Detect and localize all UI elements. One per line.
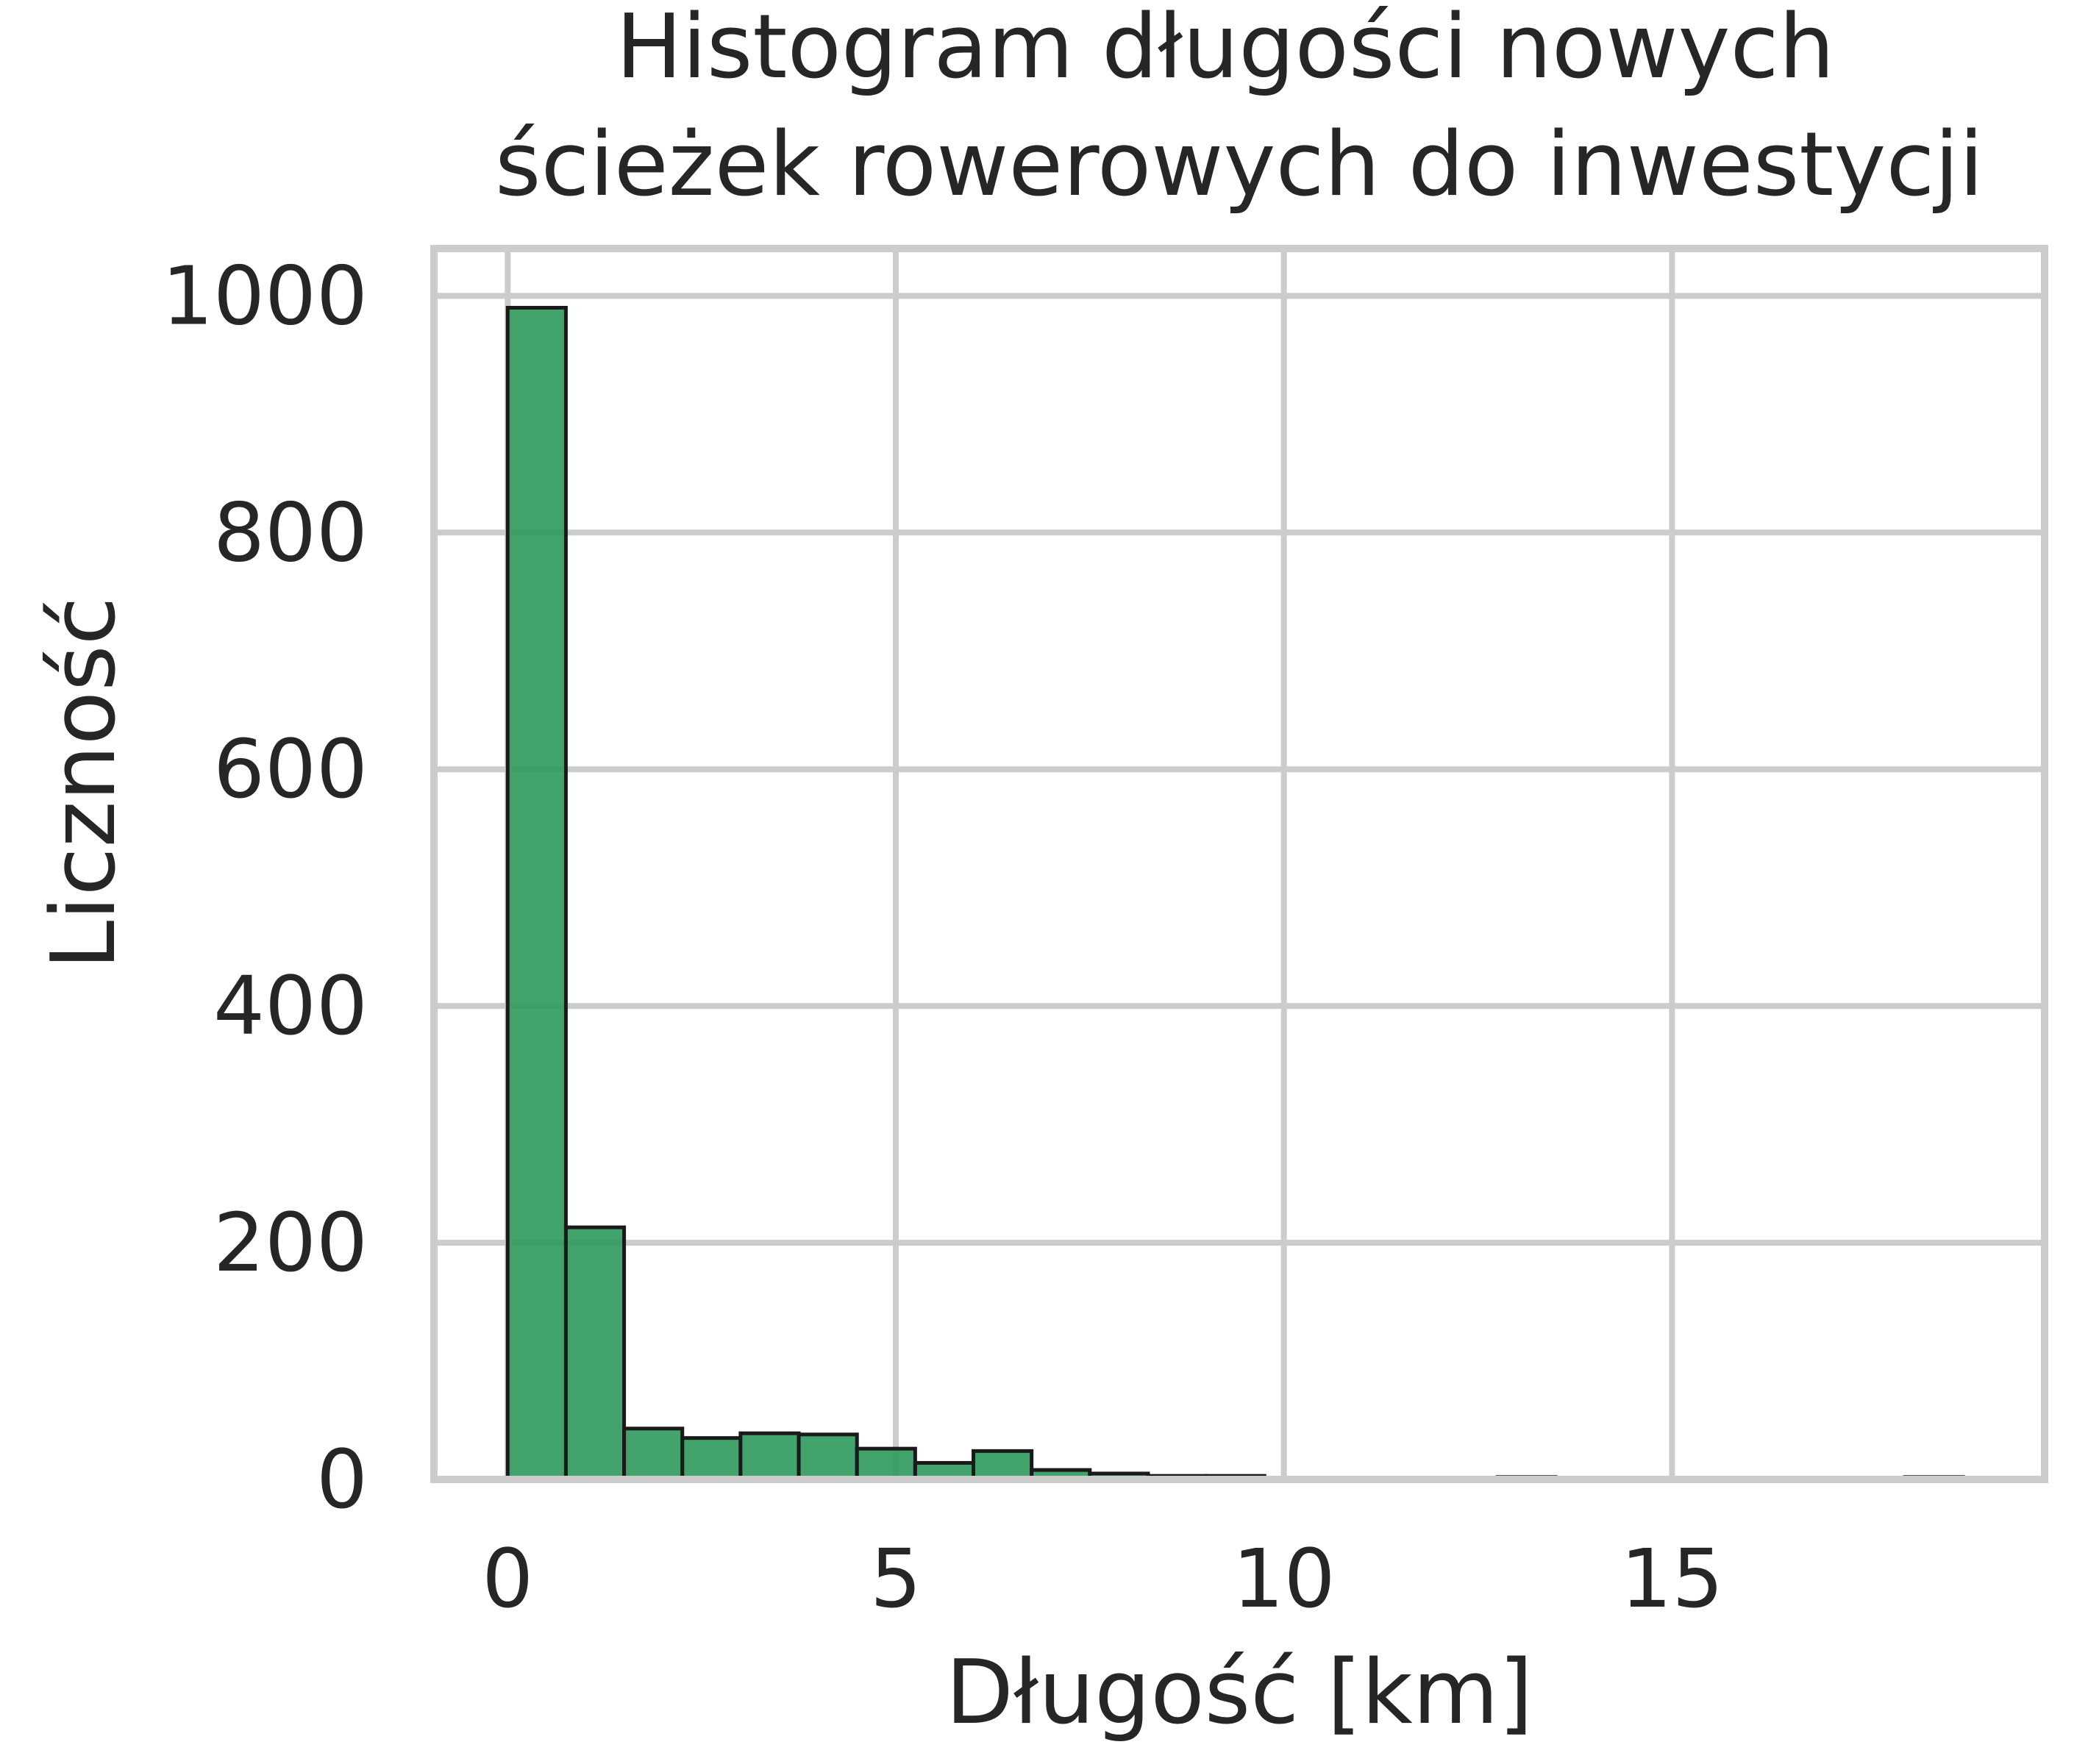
y-tick-label: 600	[213, 722, 368, 816]
plot-frame	[430, 245, 2048, 1483]
histogram-bar	[855, 1446, 917, 1482]
x-tick-label: 10	[1233, 1532, 1336, 1626]
chart-title-line-2: ścieżek rowerowych do inwestycji	[495, 114, 1984, 216]
histogram-bars	[505, 305, 1965, 1482]
x-axis-label: Długość [km]	[946, 1642, 1533, 1744]
x-tick-labels: 0 5 10 15	[482, 1532, 1723, 1626]
chart-title-line-1: Histogram długości nowych	[616, 0, 1834, 99]
chart-title: Histogram długości nowych ścieżek rowero…	[495, 0, 1984, 216]
y-tick-labels: 0 200 400 600 800 1000	[162, 249, 368, 1526]
x-tick-label: 5	[870, 1532, 922, 1626]
histogram-bar	[505, 305, 568, 1482]
gridlines	[434, 249, 2045, 1482]
histogram-bar	[972, 1449, 1034, 1482]
histogram-bar	[738, 1431, 801, 1482]
histogram-bar	[622, 1426, 685, 1482]
y-tick-label: 200	[213, 1196, 368, 1290]
y-tick-label: 0	[316, 1432, 368, 1526]
y-tick-label: 1000	[162, 249, 368, 343]
y-tick-label: 400	[213, 959, 368, 1053]
histogram-bar	[680, 1436, 743, 1482]
y-tick-label: 800	[213, 485, 368, 579]
y-axis-label: Liczność	[33, 596, 135, 969]
histogram-bar	[563, 1225, 627, 1482]
histogram-bar	[797, 1432, 859, 1482]
x-tick-label: 15	[1620, 1532, 1723, 1626]
x-tick-label: 0	[482, 1532, 533, 1626]
